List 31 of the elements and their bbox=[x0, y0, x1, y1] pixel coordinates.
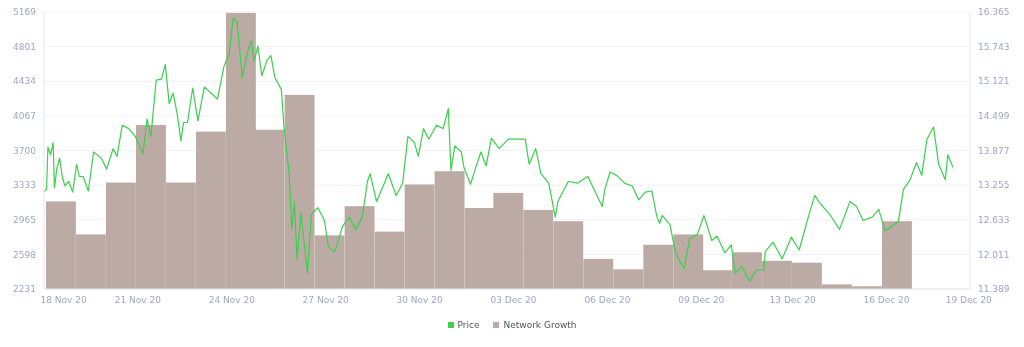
y-tick-label: 3700 bbox=[13, 145, 37, 156]
x-tick-label: 24 Nov 20 bbox=[208, 295, 256, 306]
y2-tick-label: 15.121 bbox=[978, 76, 1010, 87]
y-tick-label: 4801 bbox=[13, 41, 36, 52]
legend-label: Network Growth bbox=[503, 320, 577, 330]
x-tick-label: 06 Dec 20 bbox=[584, 295, 631, 306]
y2-tick-label: 13.877 bbox=[978, 145, 1010, 156]
y2-tick-label: 15.743 bbox=[978, 41, 1010, 52]
y2-tick-label: 16.365 bbox=[978, 7, 1010, 18]
y-tick-label: 5169 bbox=[13, 7, 37, 18]
x-tick-label: 18 Nov 20 bbox=[40, 295, 87, 306]
y-tick-label: 2598 bbox=[13, 249, 37, 260]
y2-tick-label: 12.633 bbox=[978, 214, 1010, 225]
x-tick-label: 21 Nov 20 bbox=[114, 295, 162, 306]
y2-tick-label: 14.499 bbox=[978, 111, 1010, 122]
x-tick-label: 09 Dec 20 bbox=[678, 295, 725, 306]
y2-tick-label: 12.011 bbox=[978, 249, 1010, 260]
x-tick-label: 03 Dec 20 bbox=[490, 295, 537, 306]
y-tick-label: 2231 bbox=[13, 284, 36, 295]
legend-label: Price bbox=[457, 320, 480, 330]
x-tick-label: 19 Dec 20 bbox=[945, 295, 992, 306]
y-tick-label: 2965 bbox=[13, 214, 36, 225]
y-tick-label: 4067 bbox=[13, 111, 36, 122]
y-tick-label: 4434 bbox=[13, 76, 37, 87]
x-tick-label: 27 Nov 20 bbox=[302, 295, 350, 306]
x-tick-label: 30 Nov 20 bbox=[396, 295, 443, 306]
y-tick-label: 3333 bbox=[13, 180, 36, 191]
x-tick-label: 16 Dec 20 bbox=[863, 295, 910, 306]
x-tick-label: 13 Dec 20 bbox=[769, 295, 816, 306]
y2-tick-label: 13.255 bbox=[978, 180, 1010, 191]
y2-tick-label: 11.389 bbox=[978, 284, 1010, 295]
